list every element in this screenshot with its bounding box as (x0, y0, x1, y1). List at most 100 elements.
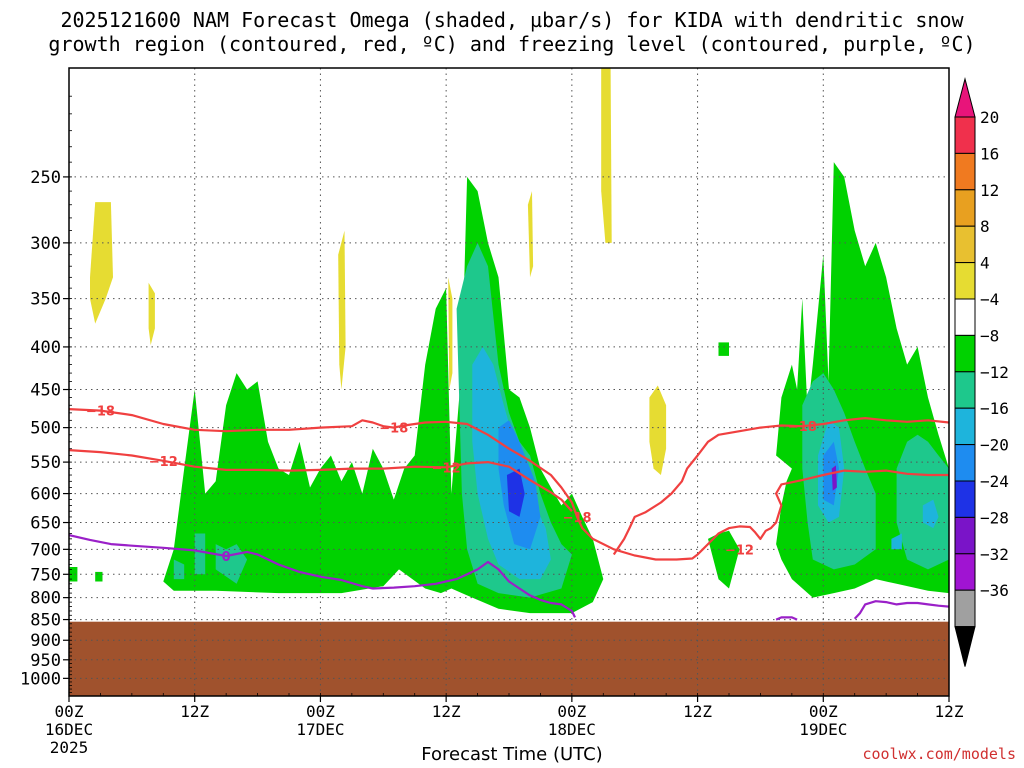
x-tick-label-0-2: 2025 (50, 738, 89, 757)
contour-label--12-1: −12 (432, 461, 461, 476)
y-tick-label-750: 750 (30, 565, 61, 585)
y-tick-label-300: 300 (30, 234, 61, 254)
colorbar-swatch-6 (954, 334, 976, 373)
omega-region-4-2 (338, 230, 346, 390)
omega-region-4-3 (448, 277, 453, 390)
ground-fill (69, 621, 949, 696)
omega-region--4-5 (718, 342, 729, 356)
x-tick-label-36-0: 12Z (432, 702, 461, 721)
colorbar-label-9: −20 (980, 436, 1009, 455)
omega-region--8-2 (173, 559, 185, 580)
colorbar-label-11: −28 (980, 508, 1009, 527)
colorbar-swatch-13 (954, 589, 976, 628)
colorbar-label-0: 20 (980, 108, 999, 127)
colorbar-swatch-9 (954, 444, 976, 482)
x-tick-label-12-0: 12Z (180, 702, 209, 721)
y-tick-label-650: 650 (30, 514, 61, 534)
colorbar-swatch-0 (954, 116, 976, 154)
y-tick-label-950: 950 (30, 651, 61, 671)
grid-lines (68, 68, 950, 696)
contour-0c (853, 600, 949, 620)
y-tick-label-350: 350 (30, 290, 61, 310)
contour-0 (69, 534, 576, 618)
y-axis: 2503003504004505005506006507007508008509… (20, 95, 72, 697)
colorbar: 20 16 12 8 4 −4 −8 −12 −16 −20 −24 −28 −32 −36 (954, 77, 1009, 667)
x-tick-label-60-0: 12Z (683, 702, 712, 721)
omega-region--12-2 (922, 499, 939, 529)
colorbar-label-6: −8 (980, 326, 999, 345)
y-tick-label-700: 700 (30, 540, 61, 560)
omega-region--8-5 (896, 434, 949, 570)
y-tick-label-900: 900 (30, 631, 61, 651)
colorbar-label-5: −4 (980, 290, 999, 309)
omega-region-4-0 (90, 202, 113, 324)
contour-label--18-0: −18 (86, 405, 115, 420)
x-tick-label-0-1: 16DEC (45, 720, 93, 739)
colorbar-label-10: −24 (980, 472, 1009, 491)
colorbar-label-13: −36 (980, 581, 1009, 600)
x-tick-label-84-0: 12Z (935, 702, 964, 721)
y-tick-label-1000: 1000 (20, 669, 61, 689)
contour--18 (69, 408, 949, 561)
y-tick-label-250: 250 (30, 168, 61, 188)
contour-label-0-0: 0 (222, 550, 231, 565)
omega-region--4-2 (95, 571, 103, 582)
x-tick-label-48-1: 18DEC (548, 720, 596, 739)
y-tick-label-800: 800 (30, 589, 61, 609)
x-tick-label-72-1: 19DEC (799, 720, 847, 739)
colorbar-swatch-10 (954, 480, 976, 518)
y-tick-label-600: 600 (30, 485, 61, 505)
colorbar-swatch-8 (954, 407, 976, 446)
y-tick-label-550: 550 (30, 453, 61, 473)
contour-label--12-0: −12 (149, 455, 178, 470)
contour--18b (612, 417, 949, 556)
y-tick-label-450: 450 (30, 381, 61, 401)
colorbar-swatch-11 (954, 516, 976, 555)
contour-label--18-1: −18 (379, 422, 408, 437)
y-tick-label-400: 400 (30, 338, 61, 358)
colorbar-label-1: 16 (980, 144, 999, 163)
chart-title-line-2: growth region (contoured, red, ºC) and f… (48, 32, 976, 56)
colorbar-label-4: 4 (980, 254, 990, 273)
colorbar-swatch-2 (954, 189, 976, 227)
colorbar-label-7: −12 (980, 363, 1009, 382)
x-tick-label-72-0: 00Z (809, 702, 838, 721)
omega-region--12-3 (891, 533, 902, 550)
colorbar-bottom-arrow (954, 626, 976, 667)
colorbar-swatch-1 (954, 152, 976, 191)
omega-region-4-1 (148, 282, 155, 346)
contour--12 (69, 449, 573, 512)
x-tick-label-24-0: 00Z (306, 702, 335, 721)
omega-region--4-1 (69, 567, 78, 582)
x-tick-label-24-1: 17DEC (296, 720, 344, 739)
y-tick-label-850: 850 (30, 611, 61, 631)
colorbar-swatch-7 (954, 371, 976, 409)
contour-label--18-2: −18 (788, 420, 817, 435)
contour-0b (775, 616, 798, 621)
colorbar-top-arrow (954, 77, 976, 118)
ground-surface (69, 621, 949, 696)
colorbar-label-8: −16 (980, 399, 1009, 418)
chart-title-line-1: 2025121600 NAM Forecast Omega (shaded, µ… (60, 8, 964, 32)
x-tick-label-0-0: 00Z (55, 702, 84, 721)
contour-label--18-3: −18 (563, 511, 592, 526)
omega-region-4-4 (527, 191, 534, 278)
omega-region-4-5 (601, 68, 612, 243)
watermark: coolwx.com/models (862, 745, 1016, 763)
colorbar-swatch-12 (954, 553, 976, 591)
x-tick-label-48-0: 00Z (557, 702, 586, 721)
x-axis-title: Forecast Time (UTC) (421, 744, 603, 765)
omega-region--8-3 (194, 533, 206, 575)
colorbar-label-3: 8 (980, 217, 990, 236)
contour-lines (69, 408, 949, 621)
colorbar-swatch-3 (954, 225, 976, 264)
colorbar-swatch-5 (954, 298, 976, 336)
omega-region--20-0 (506, 468, 525, 517)
contour-label--12-2: −12 (725, 543, 754, 558)
contour-labels: −18 −18 −18 −18 −12 −12 −12 0 (86, 405, 817, 565)
colorbar-label-2: 12 (980, 181, 999, 200)
omega-shading (69, 68, 949, 614)
omega-region--4-3 (708, 530, 740, 589)
